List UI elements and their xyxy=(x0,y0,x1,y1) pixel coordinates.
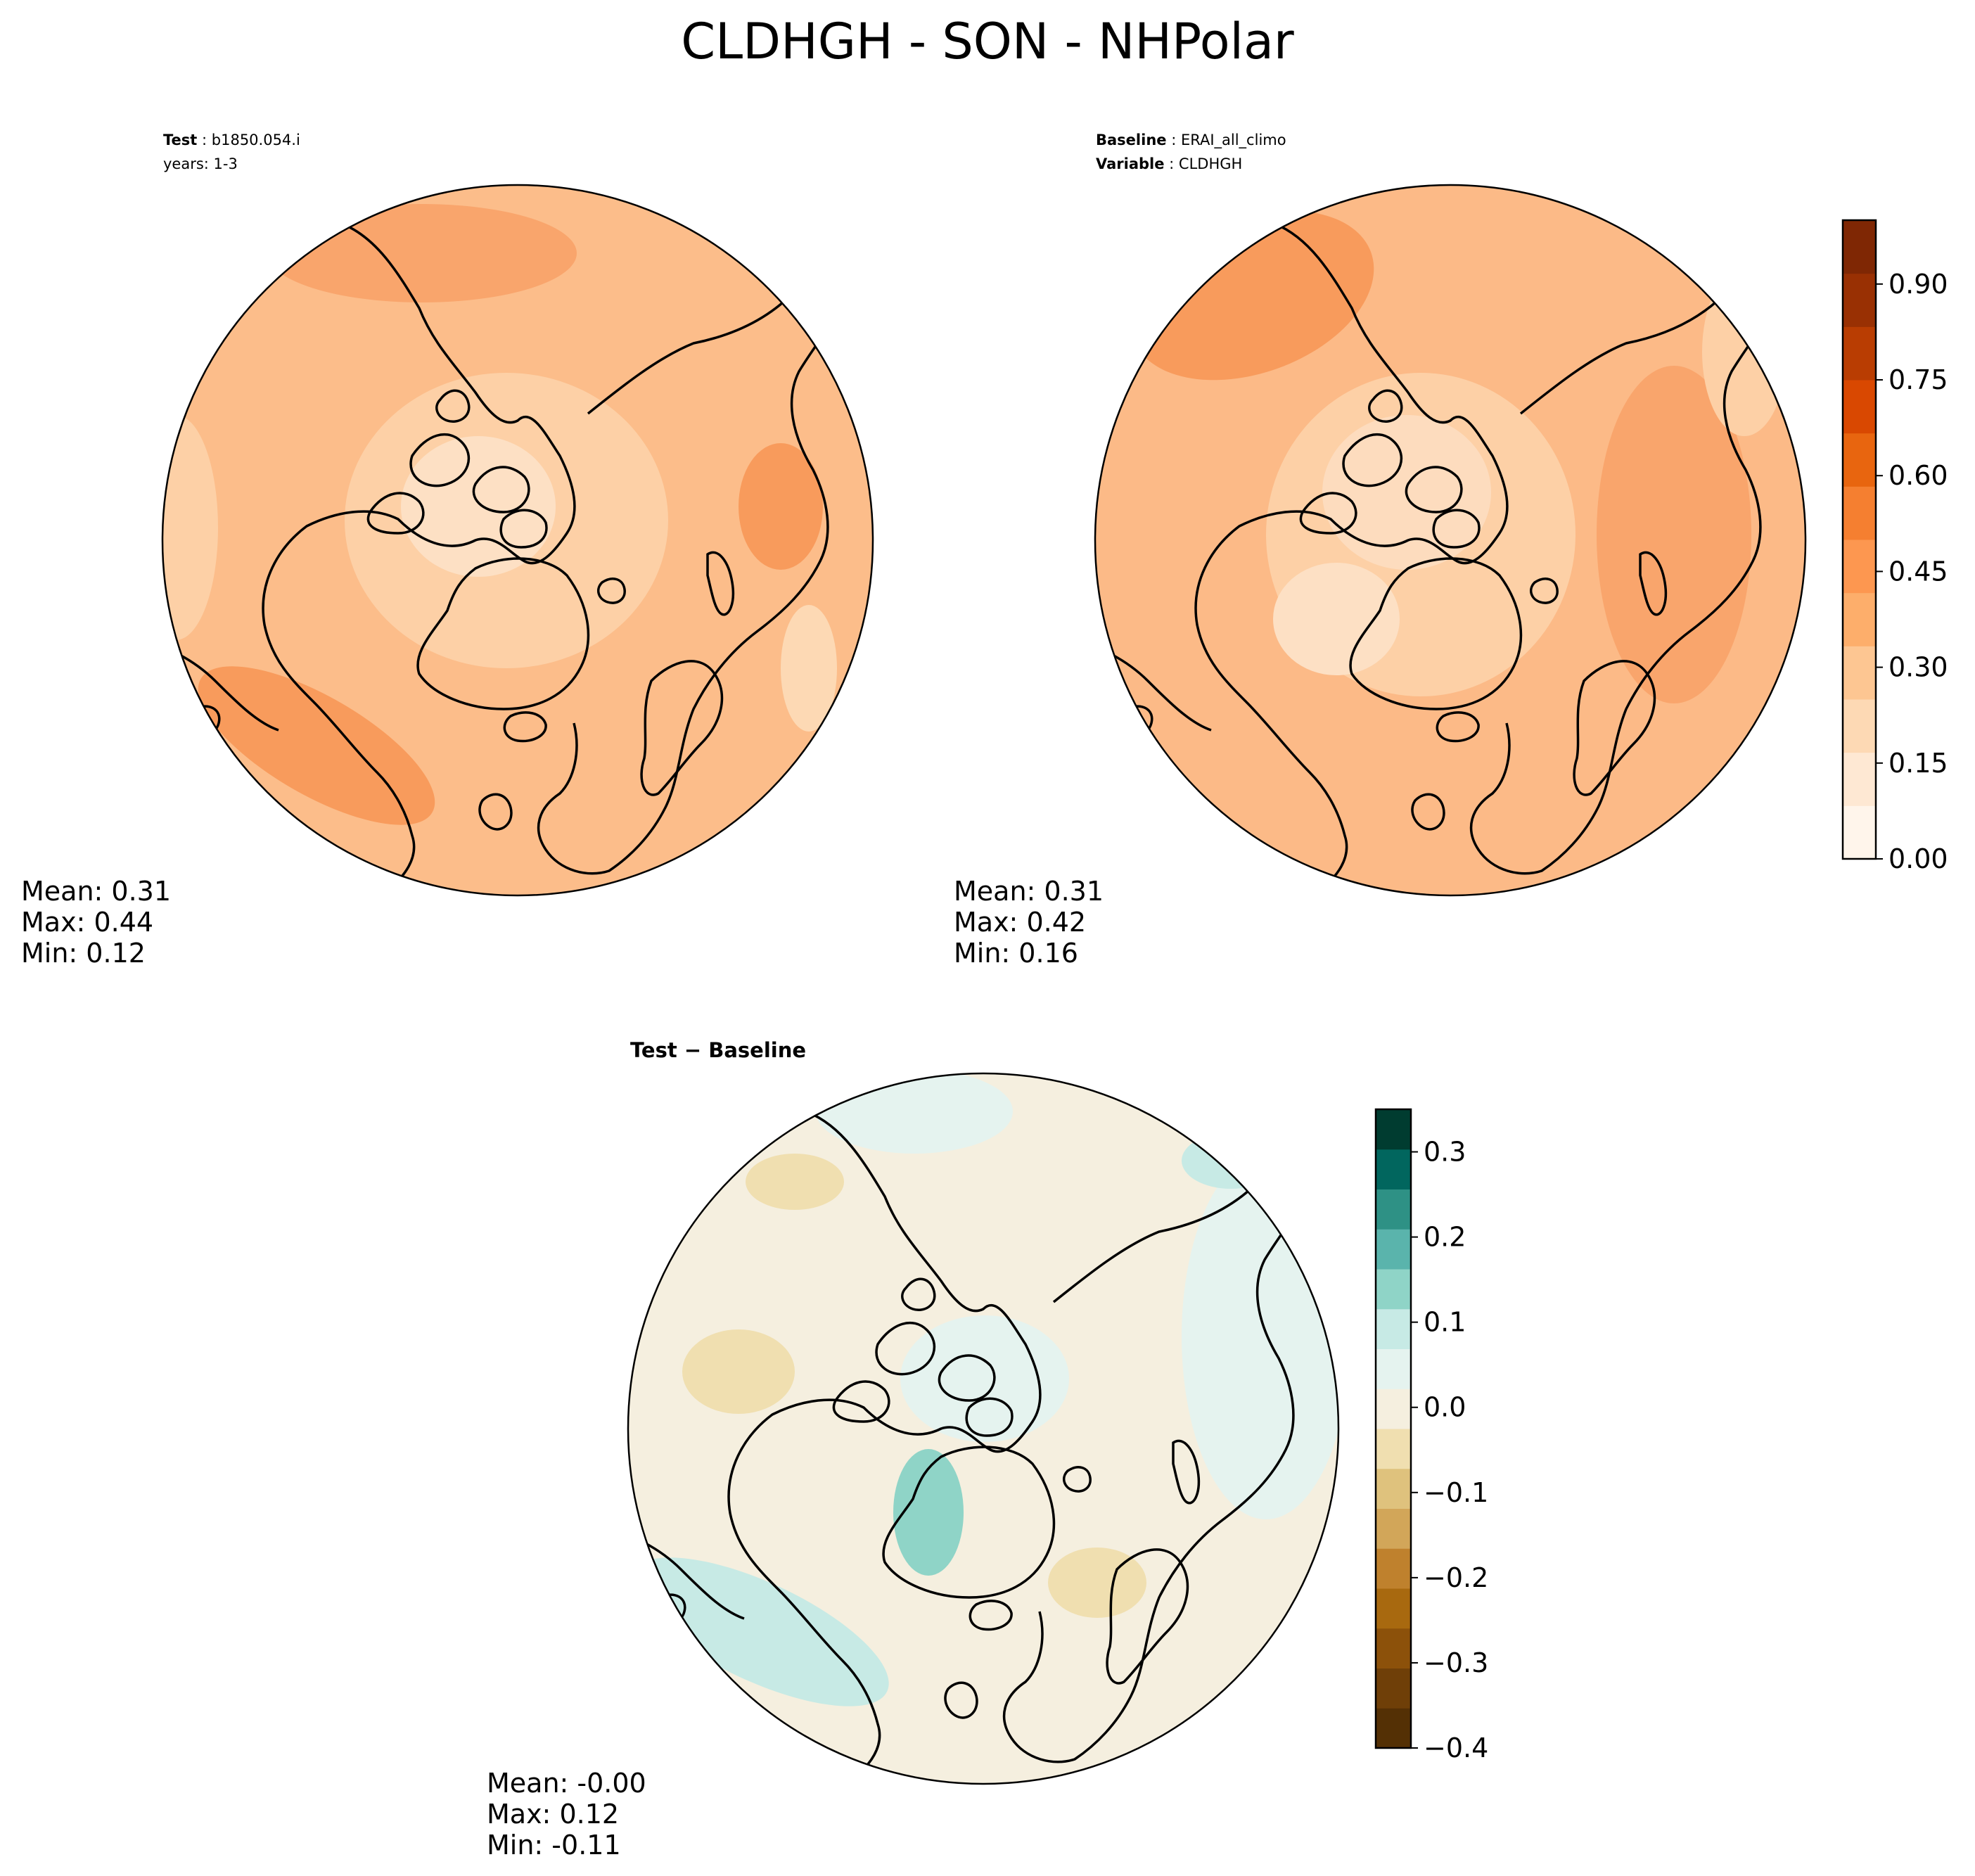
diff-colorbar-segment xyxy=(1376,1109,1411,1150)
test-high-cloud-southwest xyxy=(198,666,435,825)
diff-negative-west xyxy=(682,1329,795,1414)
test-panel-header: Test : b1850.054.i years: 1-3 xyxy=(163,128,300,176)
baseline-low-cloud-greenland xyxy=(1273,563,1400,675)
test-years: years: 1-3 xyxy=(163,155,238,172)
baseline-panel-header: Baseline : ERAI_all_climo Variable : CLD… xyxy=(1096,132,1286,172)
test-stats: Mean: 0.31 Max: 0.44 Min: 0.12 xyxy=(21,876,171,969)
diff-colorbar-tick-label: −0.2 xyxy=(1424,1562,1488,1593)
test-high-cloud-east xyxy=(739,443,823,570)
main-colorbar-segment xyxy=(1843,805,1876,860)
main-colorbar: 0.00 0.15 0.30 0.45 0.60 0.75 0.90 xyxy=(1841,219,1948,874)
diff-colorbar-segment xyxy=(1376,1588,1411,1629)
diff-colorbar-segment xyxy=(1376,1429,1411,1469)
baseline-header-label: Baseline xyxy=(1096,132,1167,148)
main-colorbar-segment xyxy=(1843,433,1876,487)
diff-positive-northeast xyxy=(1182,1132,1280,1189)
diff-min: Min: -0.11 xyxy=(487,1830,621,1861)
diff-colorbar-segment xyxy=(1376,1468,1411,1509)
diff-panel-title: Test − Baseline xyxy=(630,1038,807,1062)
main-colorbar-tick-label: 0.30 xyxy=(1888,652,1948,683)
main-colorbar-segment xyxy=(1843,220,1876,274)
main-colorbar-tick-label: 0.60 xyxy=(1888,460,1948,491)
main-colorbar-tick-label: 0.90 xyxy=(1888,269,1948,300)
main-colorbar-tick-label: 0.15 xyxy=(1888,748,1948,779)
diff-colorbar-segment xyxy=(1376,1628,1411,1668)
diff-colorbar-tick-label: −0.1 xyxy=(1424,1477,1488,1508)
main-colorbar-segment xyxy=(1843,326,1876,381)
main-colorbar-segment xyxy=(1843,273,1876,327)
diff-colorbar-tick-label: 0.2 xyxy=(1424,1222,1466,1253)
diff-colorbar-segment xyxy=(1376,1149,1411,1189)
test-case-name: b1850.054.i xyxy=(211,132,300,148)
main-colorbar-segment xyxy=(1843,592,1876,646)
baseline-case-name: ERAI_all_climo xyxy=(1180,132,1286,148)
diff-positive-east xyxy=(1182,1154,1338,1519)
diff-positive-pole xyxy=(900,1315,1069,1442)
test-low-cloud-southeast xyxy=(781,605,837,732)
baseline-mean: Mean: 0.31 xyxy=(954,876,1104,907)
figure-title: CLDHGH - SON - NHPolar xyxy=(681,13,1294,70)
baseline-min: Min: 0.16 xyxy=(954,938,1078,969)
diff-colorbar-segment xyxy=(1376,1548,1411,1589)
diff-colorbar-tick-label: −0.3 xyxy=(1424,1647,1488,1678)
diff-colorbar-segment xyxy=(1376,1348,1411,1389)
baseline-max: Max: 0.42 xyxy=(954,907,1087,938)
diff-colorbar-segment xyxy=(1376,1308,1411,1349)
main-colorbar-tick-label: 0.00 xyxy=(1888,843,1948,874)
diff-colorbar-frame xyxy=(1374,1108,1412,1749)
test-map xyxy=(161,184,874,897)
test-mean: Mean: 0.31 xyxy=(21,876,172,907)
diff-positive-southwest xyxy=(630,1557,889,1706)
test-header-label: Test xyxy=(163,132,198,148)
test-max: Max: 0.44 xyxy=(21,907,154,938)
main-colorbar-segment xyxy=(1843,752,1876,806)
diff-colorbar-tick-label: −0.4 xyxy=(1424,1733,1488,1763)
main-colorbar-frame xyxy=(1841,219,1877,860)
diff-colorbar: 0.3 0.2 0.1 0.0 −0.1 −0.2 −0.3 −0.4 xyxy=(1374,1108,1488,1763)
diff-max: Max: 0.12 xyxy=(487,1799,620,1830)
diff-colorbar-segment xyxy=(1376,1708,1411,1749)
diff-colorbar-segment xyxy=(1376,1508,1411,1549)
diff-colorbar-tick-label: 0.3 xyxy=(1424,1137,1466,1168)
main-colorbar-tick-label: 0.45 xyxy=(1888,556,1948,587)
baseline-high-cloud-east xyxy=(1597,366,1751,703)
diff-colorbar-segment xyxy=(1376,1189,1411,1230)
diff-negative-northwest xyxy=(746,1154,844,1210)
diff-map-boundary xyxy=(627,1072,1340,1785)
diff-colorbar-tick-label: 0.0 xyxy=(1424,1392,1466,1423)
diff-colorbar-tick-label: 0.1 xyxy=(1424,1307,1466,1338)
diff-colorbar-segment xyxy=(1376,1229,1411,1270)
diff-colorbar-segment xyxy=(1376,1269,1411,1310)
diff-colorbar-segment xyxy=(1376,1389,1411,1429)
main-colorbar-segment xyxy=(1843,646,1876,700)
baseline-stats: Mean: 0.31 Max: 0.42 Min: 0.16 xyxy=(954,876,1104,969)
main-colorbar-segment xyxy=(1843,486,1876,540)
main-colorbar-segment xyxy=(1843,380,1876,434)
test-min: Min: 0.12 xyxy=(21,938,146,969)
main-colorbar-tick-label: 0.75 xyxy=(1888,364,1948,395)
variable-name: CLDHGH xyxy=(1178,155,1243,172)
main-colorbar-segment xyxy=(1843,699,1876,753)
baseline-map-boundary xyxy=(1094,184,1807,897)
variable-label: Variable xyxy=(1096,155,1165,172)
baseline-map xyxy=(1094,184,1807,897)
test-high-cloud-north xyxy=(267,204,577,302)
diff-colorbar-segment xyxy=(1376,1668,1411,1709)
diff-mean: Mean: -0.00 xyxy=(487,1768,646,1799)
main-colorbar-segment xyxy=(1843,540,1876,594)
diff-map xyxy=(627,1072,1340,1785)
diff-positive-greenland xyxy=(893,1449,964,1576)
test-map-boundary xyxy=(161,184,874,897)
test-low-cloud-west xyxy=(162,415,218,640)
test-pole-region xyxy=(401,436,556,577)
diff-stats: Mean: -0.00 Max: 0.12 Min: -0.11 xyxy=(487,1768,646,1861)
